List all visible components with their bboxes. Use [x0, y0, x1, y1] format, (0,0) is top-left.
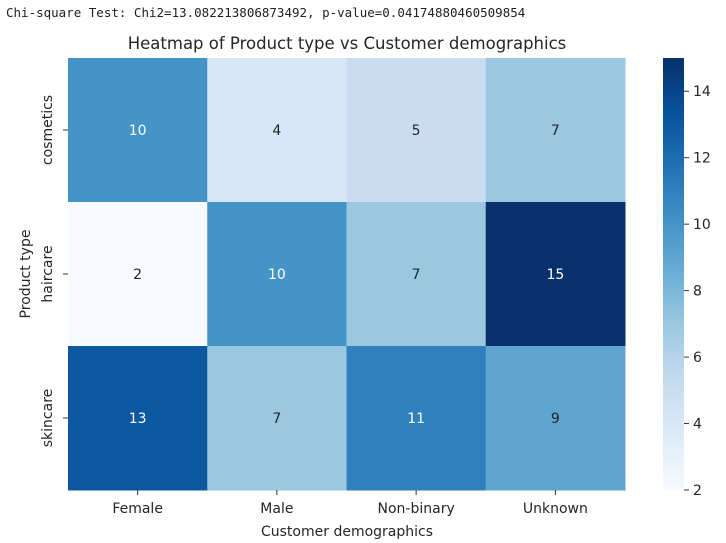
heatmap-cell — [346, 58, 487, 203]
colorbar-gradient — [663, 58, 684, 490]
heatmap-cell — [485, 346, 626, 491]
x-tick-label: Male — [260, 501, 293, 517]
cell-value-label: 4 — [272, 123, 281, 139]
cell-value-label: 7 — [412, 267, 421, 283]
chart-title: Heatmap of Product type vs Customer demo… — [128, 34, 567, 53]
heatmap-cell — [68, 202, 208, 347]
heatmap-cell — [207, 346, 347, 491]
cell-value-label: 5 — [412, 123, 421, 139]
cell-value-label: 13 — [129, 411, 147, 427]
heatmap-cell — [68, 58, 208, 203]
x-tick-label: Unknown — [523, 501, 588, 517]
colorbar-tick-label: 14 — [693, 84, 711, 100]
cell-value-label: 2 — [133, 267, 142, 283]
chi-square-result-text: Chi-square Test: Chi2=13.082213806873492… — [6, 5, 526, 20]
y-tick-label: cosmetics — [40, 95, 56, 165]
colorbar-tick-label: 6 — [693, 350, 702, 366]
x-tick-label: Non-binary — [378, 501, 455, 517]
y-tick-label: skincare — [40, 389, 56, 448]
cell-value-label: 10 — [268, 267, 286, 283]
x-tick-label: Female — [112, 501, 163, 517]
y-tick-label: haircare — [40, 245, 56, 302]
cell-value-label: 9 — [551, 411, 560, 427]
heatmap-cell — [68, 346, 208, 491]
colorbar-tick-label: 4 — [693, 417, 702, 433]
heatmap-cell — [485, 58, 626, 203]
colorbar-tick-label: 12 — [693, 151, 711, 167]
colorbar-tick-label: 10 — [693, 217, 711, 233]
heatmap-cell — [485, 202, 626, 347]
heatmap-cell — [207, 202, 347, 347]
cell-value-label: 7 — [272, 411, 281, 427]
heatmap-cell — [207, 58, 347, 203]
cell-value-label: 15 — [546, 267, 564, 283]
colorbar: 2 4 6 8 10 12 14 — [663, 58, 711, 499]
y-axis-label: Product type — [18, 230, 34, 319]
y-axis-ticks: cosmetics haircare skincare — [40, 95, 68, 447]
cell-value-label: 10 — [129, 123, 147, 139]
colorbar-tick-label: 8 — [693, 284, 702, 300]
cell-value-label: 11 — [407, 411, 425, 427]
colorbar-tick-label: 2 — [693, 483, 702, 499]
x-axis-ticks: Female Male Non-binary Unknown — [112, 490, 588, 517]
x-axis-label: Customer demographics — [261, 524, 433, 540]
cell-value-label: 7 — [551, 123, 560, 139]
heatmap-cell — [346, 346, 487, 491]
heatmap-cells: 10 4 5 7 2 10 7 15 13 7 11 9 — [68, 58, 626, 491]
heatmap-cell — [346, 202, 487, 347]
